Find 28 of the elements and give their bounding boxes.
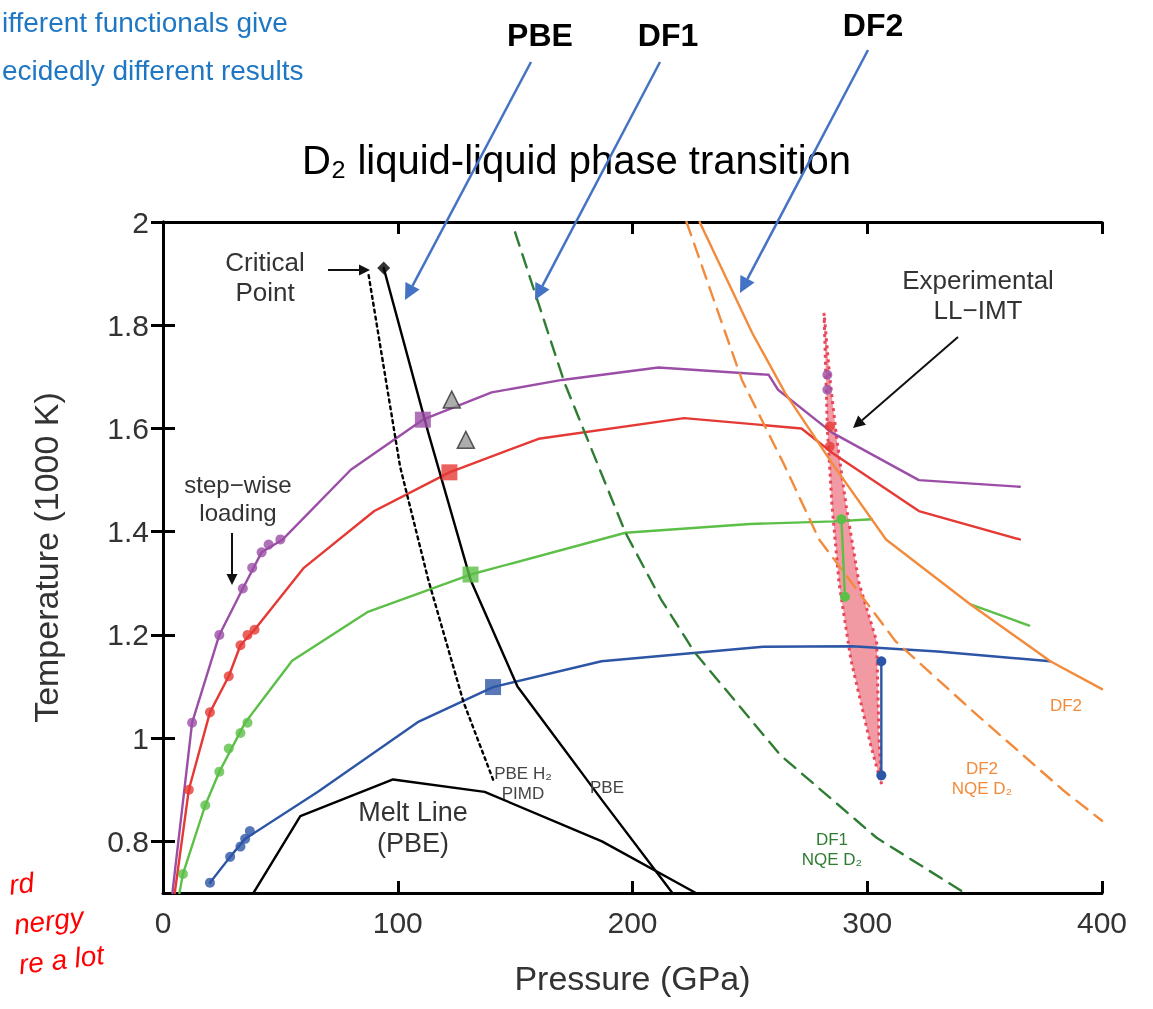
text: DF1 [637, 17, 699, 53]
y-tick-label: 2 [132, 205, 149, 239]
y-tick-label: 0.8 [107, 824, 149, 858]
y-tick-label: 1.2 [107, 618, 149, 652]
x-tick-label: 400 [1076, 905, 1128, 939]
x-axis-title: Pressure (GPa) [514, 959, 751, 997]
annotation: PBE H₂ PIMD [494, 763, 552, 803]
annotation: DF2 [1049, 695, 1083, 715]
annotation: PBE [589, 777, 625, 797]
y-tick-label: 1 [132, 721, 149, 755]
annotation: Melt Line (PBE) [358, 796, 468, 858]
x-tick-label: 300 [842, 905, 893, 939]
annotation: Experimental LL−IMT [902, 265, 1054, 325]
text: ifferent functionals give ecidedly different results [2, 6, 304, 86]
text: DF2 [842, 7, 904, 43]
annotation: DF1 NQE D₂ [801, 829, 863, 869]
x-tick-label: 200 [607, 905, 658, 939]
annotation: DF2 NQE D₂ [951, 758, 1013, 798]
text: PBE [507, 17, 573, 53]
x-tick-label: 100 [372, 905, 423, 939]
y-axis-title: Temperature (1000 K) [27, 392, 65, 723]
y-tick-label: 1.8 [107, 308, 149, 342]
annotation: Critical Point [225, 247, 305, 307]
y-tick-label: 1.6 [107, 411, 149, 445]
text: rd nergy re a lot [7, 866, 107, 981]
annotation: step−wise loading [184, 470, 292, 526]
x-tick-label: 0 [154, 905, 172, 939]
y-tick-label: 1.4 [107, 515, 149, 549]
